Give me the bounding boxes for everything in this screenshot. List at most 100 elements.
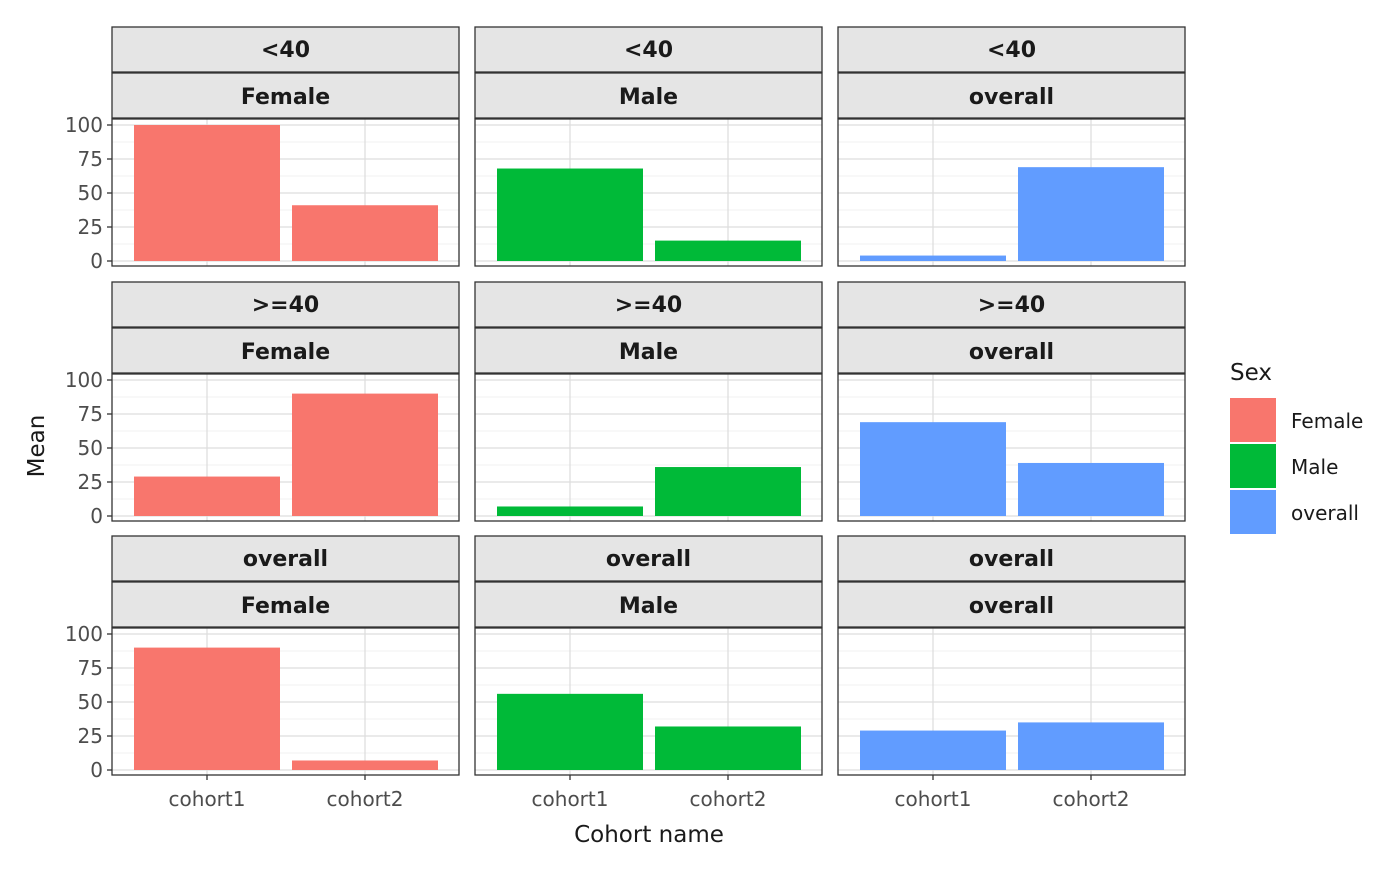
bar-cohort1 xyxy=(860,422,1006,516)
y-tick-label: 0 xyxy=(90,504,103,528)
facet-strip-age xyxy=(474,26,823,73)
facet-strip-sex xyxy=(837,581,1186,628)
facet-strip-sex xyxy=(111,327,460,374)
facet-strip-age xyxy=(111,26,460,73)
bar-cohort2 xyxy=(655,467,801,516)
y-tick-label: 100 xyxy=(65,368,103,392)
bar-cohort2 xyxy=(292,205,438,261)
legend-label-male: Male xyxy=(1291,455,1338,479)
bar-cohort2 xyxy=(1018,722,1164,770)
facet-strip-sex-label: overall xyxy=(969,85,1054,110)
facet-strip-sex-label: Male xyxy=(619,340,678,365)
panel-border xyxy=(474,627,823,776)
bar-cohort1 xyxy=(860,730,1006,770)
legend: Sex Female Male overall xyxy=(1230,360,1363,534)
facet-strip-sex-label: Male xyxy=(619,594,678,619)
bar-cohort2 xyxy=(292,393,438,516)
y-tick-label: 75 xyxy=(78,402,103,426)
facet-strip-age xyxy=(111,281,460,328)
facet-panel: overall Male cohort1 cohort2 xyxy=(474,535,823,811)
y-tick-label: 50 xyxy=(78,436,103,460)
x-tick-label: cohort1 xyxy=(532,787,609,811)
facet-strip-age-label: overall xyxy=(243,547,328,572)
facet-strip-age xyxy=(837,535,1186,582)
y-tick-label: 25 xyxy=(78,215,103,239)
facet-strip-age-label: overall xyxy=(969,547,1054,572)
legend-label-overall: overall xyxy=(1291,501,1359,525)
legend-label-female: Female xyxy=(1291,409,1363,433)
bar-cohort2 xyxy=(292,760,438,770)
panel-border xyxy=(837,373,1186,522)
x-tick-label: cohort2 xyxy=(690,787,767,811)
facet-panel: >=40 Female 0 25 50 75 100 xyxy=(65,281,460,528)
x-tick-label: cohort2 xyxy=(1053,787,1130,811)
facet-panel: overall Female 0 25 50 75 100 cohort1 cohort2 xyxy=(65,535,460,811)
y-tick-label: 75 xyxy=(78,656,103,680)
facet-strip-sex-label: Female xyxy=(241,340,330,365)
x-tick-label: cohort2 xyxy=(327,787,404,811)
y-tick-label: 50 xyxy=(78,690,103,714)
facet-strip-sex-label: Female xyxy=(241,85,330,110)
facet-strip-sex xyxy=(474,72,823,119)
panels-layer: <40Female0255075100<40Male<40overall>=40… xyxy=(65,26,1186,811)
bar-cohort1 xyxy=(497,168,643,261)
x-tick-label: cohort1 xyxy=(895,787,972,811)
panel-border xyxy=(474,373,823,522)
y-axis-title: Mean xyxy=(24,415,50,478)
x-axis-title: Cohort name xyxy=(574,822,724,848)
facet-strip-age xyxy=(837,26,1186,73)
facet-strip-sex xyxy=(474,581,823,628)
facet-strip-sex xyxy=(837,327,1186,374)
y-tick-label: 0 xyxy=(90,249,103,273)
y-tick-label: 100 xyxy=(65,113,103,137)
bar-cohort1 xyxy=(134,647,280,770)
legend-title: Sex xyxy=(1230,360,1272,386)
y-tick-label: 50 xyxy=(78,181,103,205)
bar-cohort2 xyxy=(1018,167,1164,261)
facet-strip-age xyxy=(111,535,460,582)
y-tick-label: 25 xyxy=(78,724,103,748)
panel-border xyxy=(837,627,1186,776)
bar-cohort2 xyxy=(1018,462,1164,516)
legend-key-overall xyxy=(1230,490,1276,534)
bar-cohort1 xyxy=(497,506,643,516)
facet-strip-age-label: <40 xyxy=(987,38,1036,63)
facet-panel: <40 Female 0 25 50 75 100 xyxy=(65,26,460,273)
facet-strip-age-label: >=40 xyxy=(252,293,319,318)
facet-strip-sex-label: overall xyxy=(969,594,1054,619)
facet-strip-sex xyxy=(111,581,460,628)
facet-strip-age-label: <40 xyxy=(261,38,310,63)
legend-key-female xyxy=(1230,398,1276,442)
facet-strip-sex xyxy=(837,72,1186,119)
facet-panel: <40 Male xyxy=(474,26,823,267)
y-tick-label: 100 xyxy=(65,622,103,646)
bar-cohort1 xyxy=(134,125,280,261)
facet-strip-age-label: >=40 xyxy=(615,293,682,318)
facet-strip-sex-label: Male xyxy=(619,85,678,110)
bar-cohort1 xyxy=(497,693,643,770)
panel-border xyxy=(837,118,1186,267)
facet-panel: >=40 Male xyxy=(474,281,823,522)
facet-strip-sex-label: Female xyxy=(241,594,330,619)
facet-strip-age xyxy=(474,281,823,328)
panel-border xyxy=(474,118,823,267)
bar-cohort1 xyxy=(134,476,280,516)
bar-cohort1 xyxy=(860,255,1006,261)
y-tick-label: 25 xyxy=(78,470,103,494)
facet-strip-sex xyxy=(474,327,823,374)
facet-strip-age-label: <40 xyxy=(624,38,673,63)
x-tick-label: cohort1 xyxy=(169,787,246,811)
facet-panel: overall overall cohort1 cohort2 xyxy=(837,535,1186,811)
legend-key-male xyxy=(1230,444,1276,488)
y-tick-label: 75 xyxy=(78,147,103,171)
facet-panel: >=40 overall xyxy=(837,281,1186,522)
y-tick-label: 0 xyxy=(90,758,103,782)
facet-panel: <40 overall xyxy=(837,26,1186,267)
facet-strip-age-label: >=40 xyxy=(978,293,1045,318)
bar-cohort2 xyxy=(655,726,801,770)
facet-strip-age-label: overall xyxy=(606,547,691,572)
facet-strip-sex-label: overall xyxy=(969,340,1054,365)
facet-strip-sex xyxy=(111,72,460,119)
